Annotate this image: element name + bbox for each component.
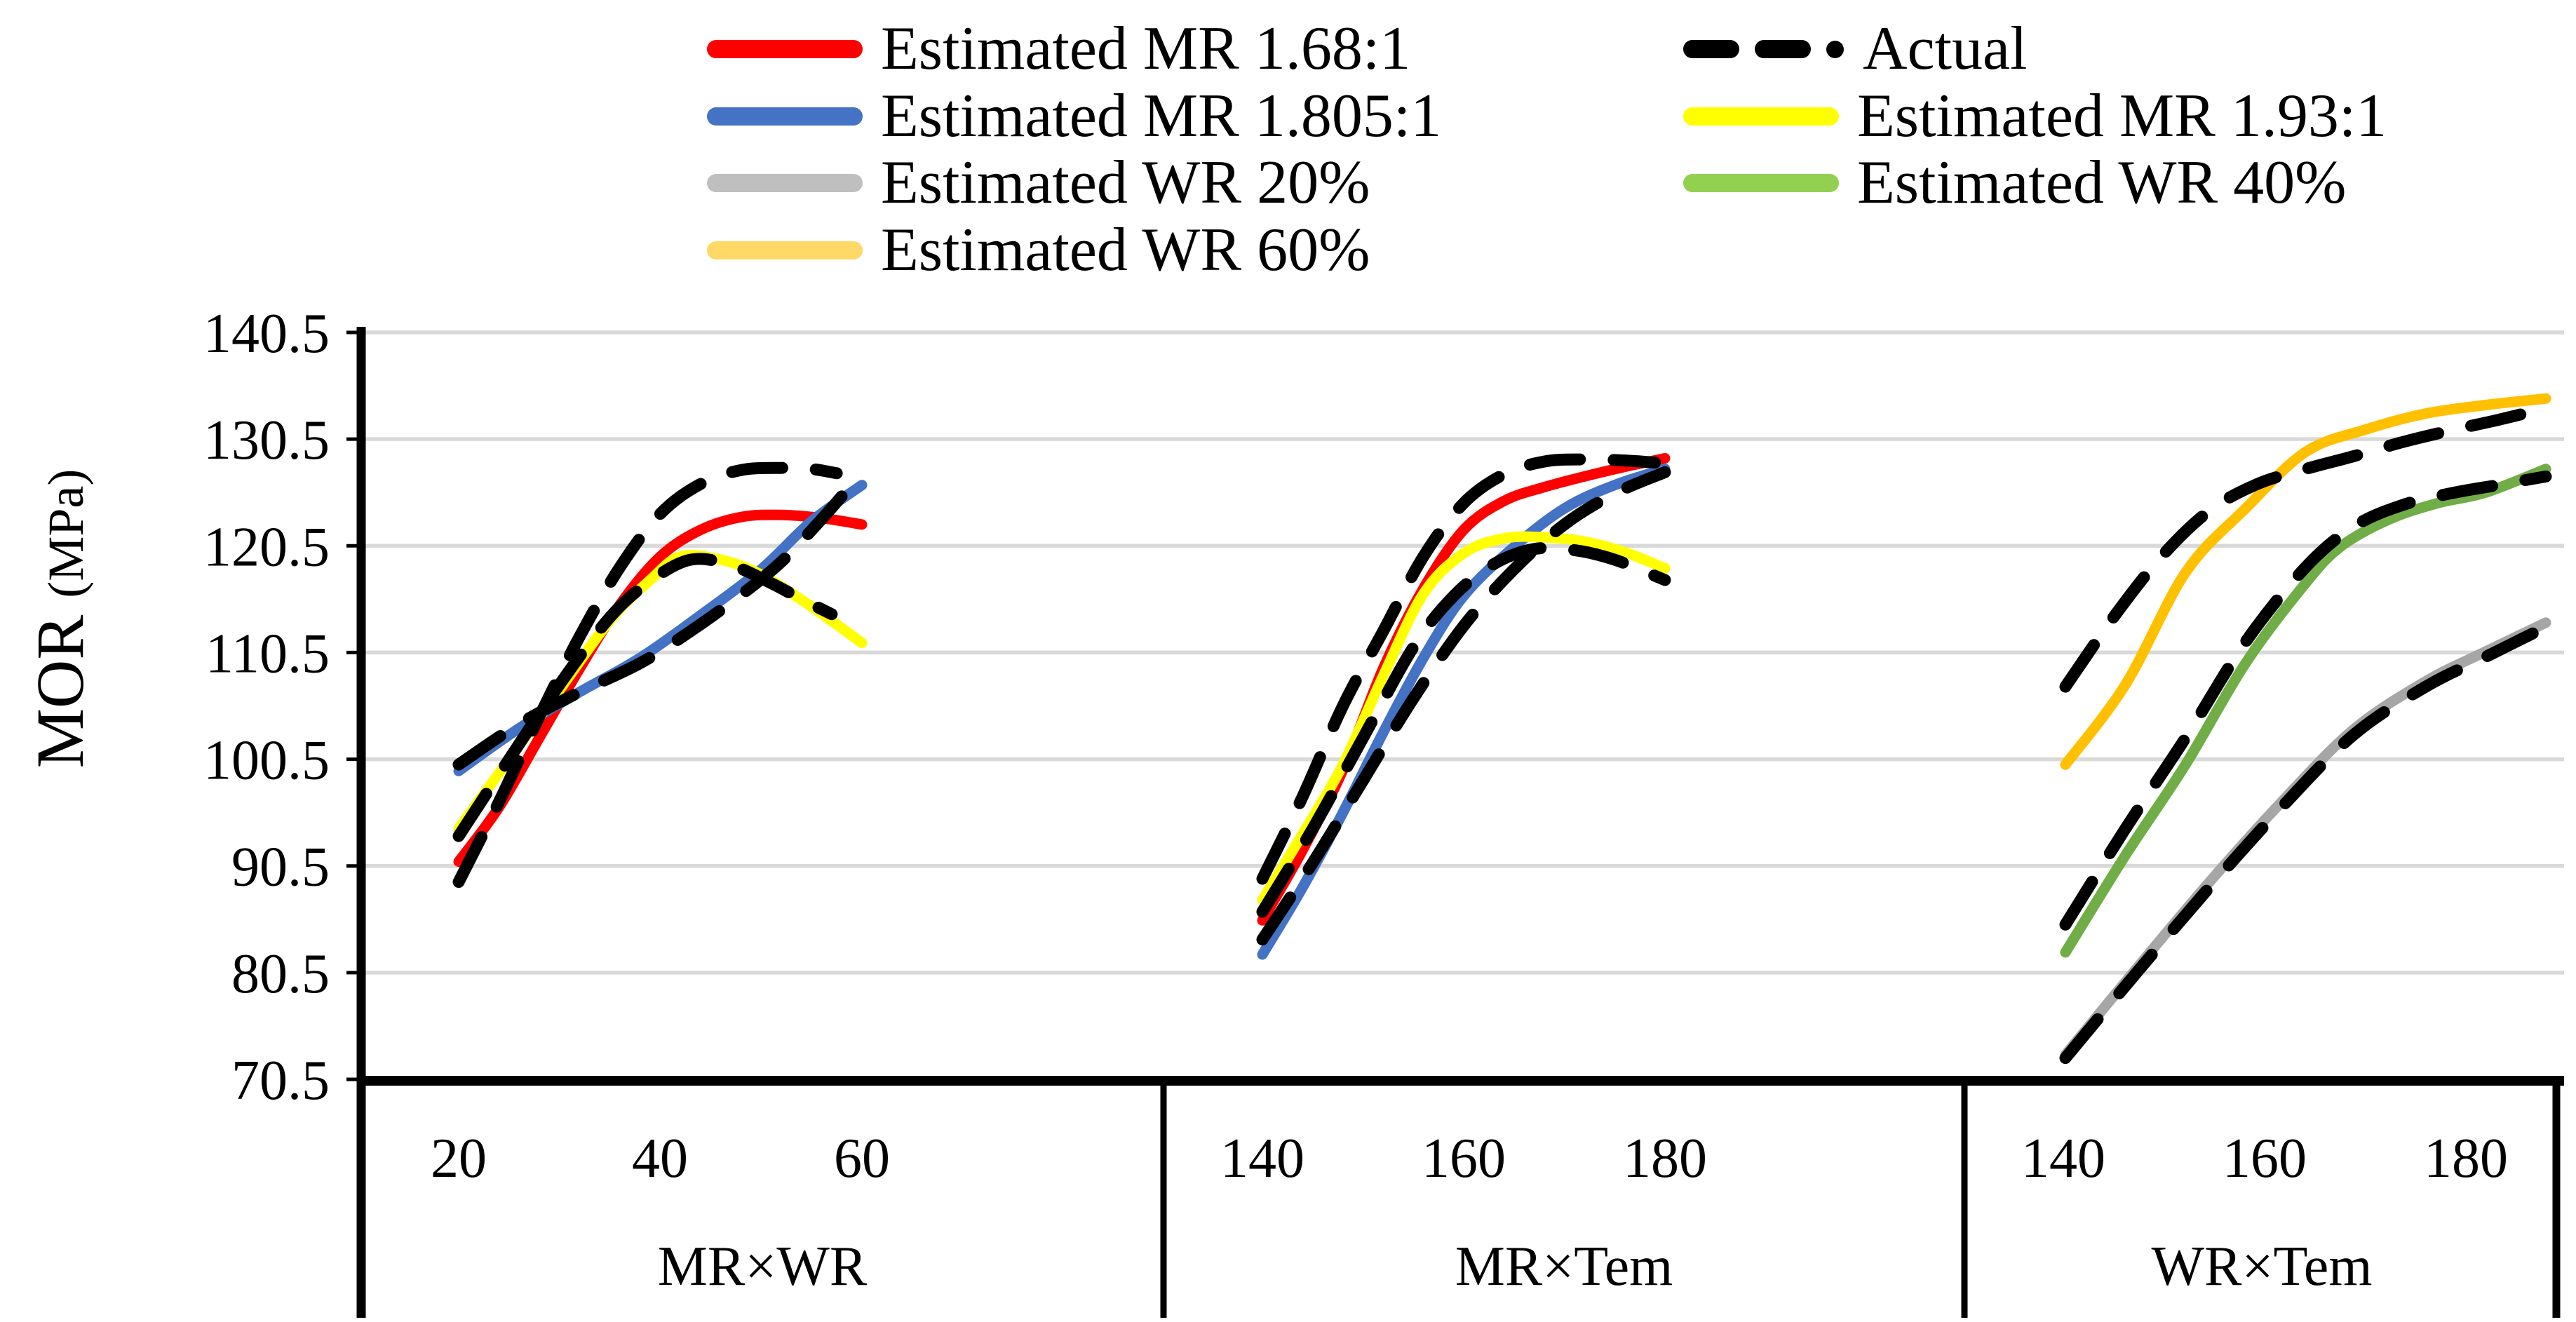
series-lines: [452, 393, 2552, 1065]
series-actual-mr-1-68-1: [1256, 453, 1661, 885]
estimated-mr-168-swatch: [707, 40, 863, 58]
legend-label: Estimated WR 40%: [1857, 149, 2347, 217]
series-actual-mr-1-805-1: [452, 484, 853, 771]
y-tick-label: 80.5: [231, 943, 330, 1005]
legend: Estimated MR 1.68:1 Actual Estimated MR …: [0, 0, 2576, 295]
panel-label: WR×Tem: [2152, 1236, 2373, 1297]
x-tick-label: 160: [1422, 1128, 1506, 1189]
legend-label: Estimated WR 20%: [881, 149, 1370, 217]
estimated-mr-193-swatch: [1683, 107, 1839, 126]
legend-item-estimated-wr-60: Estimated WR 60%: [707, 218, 1370, 283]
y-tick-label: 140.5: [203, 303, 330, 365]
legend-label: Estimated MR 1.68:1: [881, 15, 1411, 83]
panel-label: MR×WR: [658, 1236, 868, 1297]
series-actual-wr-20: [2059, 621, 2552, 1065]
series-actual-wr-60: [2059, 402, 2552, 693]
series-actual-mr-1-93-1: [452, 553, 838, 842]
x-tick-label: 180: [2424, 1128, 2508, 1189]
series-actual-mr-1-68-1: [452, 461, 843, 888]
series-actual-mr-1-805-1: [1256, 466, 1671, 946]
legend-label: Estimated MR 1.93:1: [1857, 82, 2387, 150]
x-tick-label: 40: [632, 1128, 688, 1189]
legend-item-estimated-mr-193: Estimated MR 1.93:1: [1683, 84, 2387, 149]
estimated-mr-1805-swatch: [707, 107, 863, 126]
series-estimated-mr-1-93-1: [453, 550, 868, 834]
estimated-wr-40-swatch: [1683, 174, 1839, 192]
legend-item-actual: Actual: [1683, 17, 2028, 81]
gridlines: [365, 330, 2564, 975]
axes: [346, 327, 2564, 1318]
tick-labels: 140.5 130.5 120.5 110.5 100.5 90.5 80.5 70.5 20 4…: [203, 303, 2508, 1297]
legend-item-estimated-mr-168: Estimated MR 1.68:1: [707, 17, 1410, 81]
legend-label: Estimated WR 60%: [881, 216, 1370, 284]
y-tick-label: 120.5: [203, 516, 330, 578]
y-axis-title: MOR (MPa): [22, 469, 97, 769]
y-tick-label: 100.5: [203, 730, 330, 792]
dot-icon: [1826, 40, 1844, 58]
series-estimated-mr-1-805-1: [453, 480, 868, 776]
actual-dash-swatch: [1683, 40, 1845, 58]
x-tick-label: 60: [834, 1128, 890, 1189]
estimated-wr-20-swatch: [707, 174, 863, 192]
series-estimated-mr-1-68-1: [453, 509, 868, 868]
legend-label: Estimated MR 1.805:1: [881, 82, 1442, 150]
x-tick-label: 140: [2021, 1128, 2105, 1189]
panel-label: MR×Tem: [1455, 1236, 1673, 1297]
legend-item-estimated-wr-20: Estimated WR 20%: [707, 151, 1370, 215]
legend-item-estimated-mr-1805: Estimated MR 1.805:1: [707, 84, 1441, 149]
y-tick-label: 70.5: [231, 1050, 330, 1112]
series-actual-wr-40: [2059, 470, 2552, 931]
estimated-wr-60-swatch: [707, 241, 863, 259]
x-tick-label: 160: [2223, 1128, 2307, 1189]
dash-icon: [1683, 40, 1739, 58]
series-actual-mr-1-93-1: [1256, 541, 1671, 918]
legend-item-estimated-wr-40: Estimated WR 40%: [1683, 151, 2346, 215]
series-estimated-wr-40: [2060, 464, 2551, 958]
x-tick-label: 180: [1623, 1128, 1707, 1189]
dash-icon: [1755, 40, 1811, 58]
x-tick-label: 20: [431, 1128, 487, 1189]
y-tick-label: 90.5: [231, 837, 330, 898]
y-tick-label: 110.5: [205, 623, 330, 684]
x-tick-label: 140: [1220, 1128, 1304, 1189]
legend-label: Actual: [1863, 15, 2028, 83]
y-tick-label: 130.5: [203, 410, 330, 471]
series-estimated-wr-60: [2060, 393, 2551, 770]
